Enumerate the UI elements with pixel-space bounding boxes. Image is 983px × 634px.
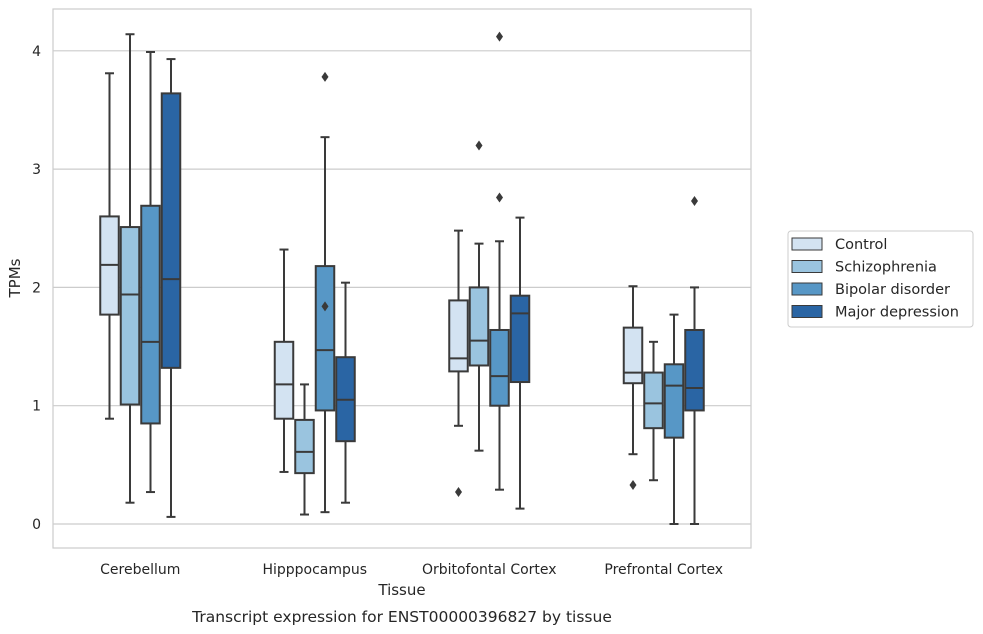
y-tick-label: 0 bbox=[32, 517, 41, 533]
box-group bbox=[99, 33, 182, 518]
box bbox=[448, 299, 469, 373]
box bbox=[468, 286, 490, 367]
legend-swatch bbox=[791, 260, 823, 273]
box bbox=[684, 328, 705, 412]
x-tick-label: Cerebellum bbox=[100, 562, 180, 578]
box-group bbox=[273, 71, 356, 516]
box bbox=[489, 328, 510, 407]
outlier-point bbox=[321, 301, 329, 312]
legend: Control Schizophrenia Bipolar disorder Majo… bbox=[787, 230, 974, 328]
box-group bbox=[448, 31, 531, 510]
legend-label: Major depression bbox=[835, 305, 959, 321]
box-group bbox=[622, 196, 705, 525]
legend-label: Schizophrenia bbox=[835, 260, 937, 276]
outlier-point bbox=[496, 192, 503, 203]
box bbox=[273, 340, 295, 420]
outlier-point bbox=[455, 487, 462, 498]
outlier-point bbox=[321, 71, 329, 82]
box bbox=[294, 418, 315, 475]
outlier-point bbox=[496, 31, 503, 42]
box bbox=[314, 265, 336, 412]
x-tick-label: Prefrontal Cortex bbox=[604, 562, 723, 578]
y-tick-label: 1 bbox=[32, 399, 41, 415]
y-tick-label: 2 bbox=[32, 280, 41, 296]
legend-label: Bipolar disorder bbox=[835, 282, 950, 298]
x-tick-label: Hipppocampus bbox=[262, 562, 367, 578]
outlier-point bbox=[691, 196, 698, 207]
box-groups bbox=[99, 31, 705, 525]
box bbox=[140, 204, 161, 425]
box bbox=[622, 326, 644, 385]
box bbox=[509, 294, 531, 384]
legend-swatch bbox=[791, 282, 823, 296]
box bbox=[119, 226, 141, 406]
y-axis-label: TPMs bbox=[6, 258, 24, 298]
x-tick-label: Orbitofontal Cortex bbox=[422, 562, 557, 578]
y-axis-ticks: 0 1 2 3 4 bbox=[32, 44, 41, 533]
legend-label: Control bbox=[835, 237, 887, 253]
box bbox=[643, 371, 664, 430]
legend-swatch bbox=[791, 305, 823, 318]
y-tick-label: 4 bbox=[32, 44, 41, 60]
y-tick-label: 3 bbox=[32, 162, 41, 178]
legend-frame bbox=[787, 230, 974, 328]
outlier-point bbox=[475, 140, 483, 151]
box bbox=[160, 92, 182, 369]
x-axis-ticks: Cerebellum Hipppocampus Orbitofontal Corte… bbox=[100, 562, 723, 578]
x-axis-label: Tissue bbox=[377, 581, 425, 599]
chart-caption: Transcript expression for ENST0000039682… bbox=[191, 608, 612, 626]
box bbox=[663, 363, 685, 439]
legend-swatch bbox=[791, 237, 823, 251]
outlier-point bbox=[629, 479, 637, 490]
